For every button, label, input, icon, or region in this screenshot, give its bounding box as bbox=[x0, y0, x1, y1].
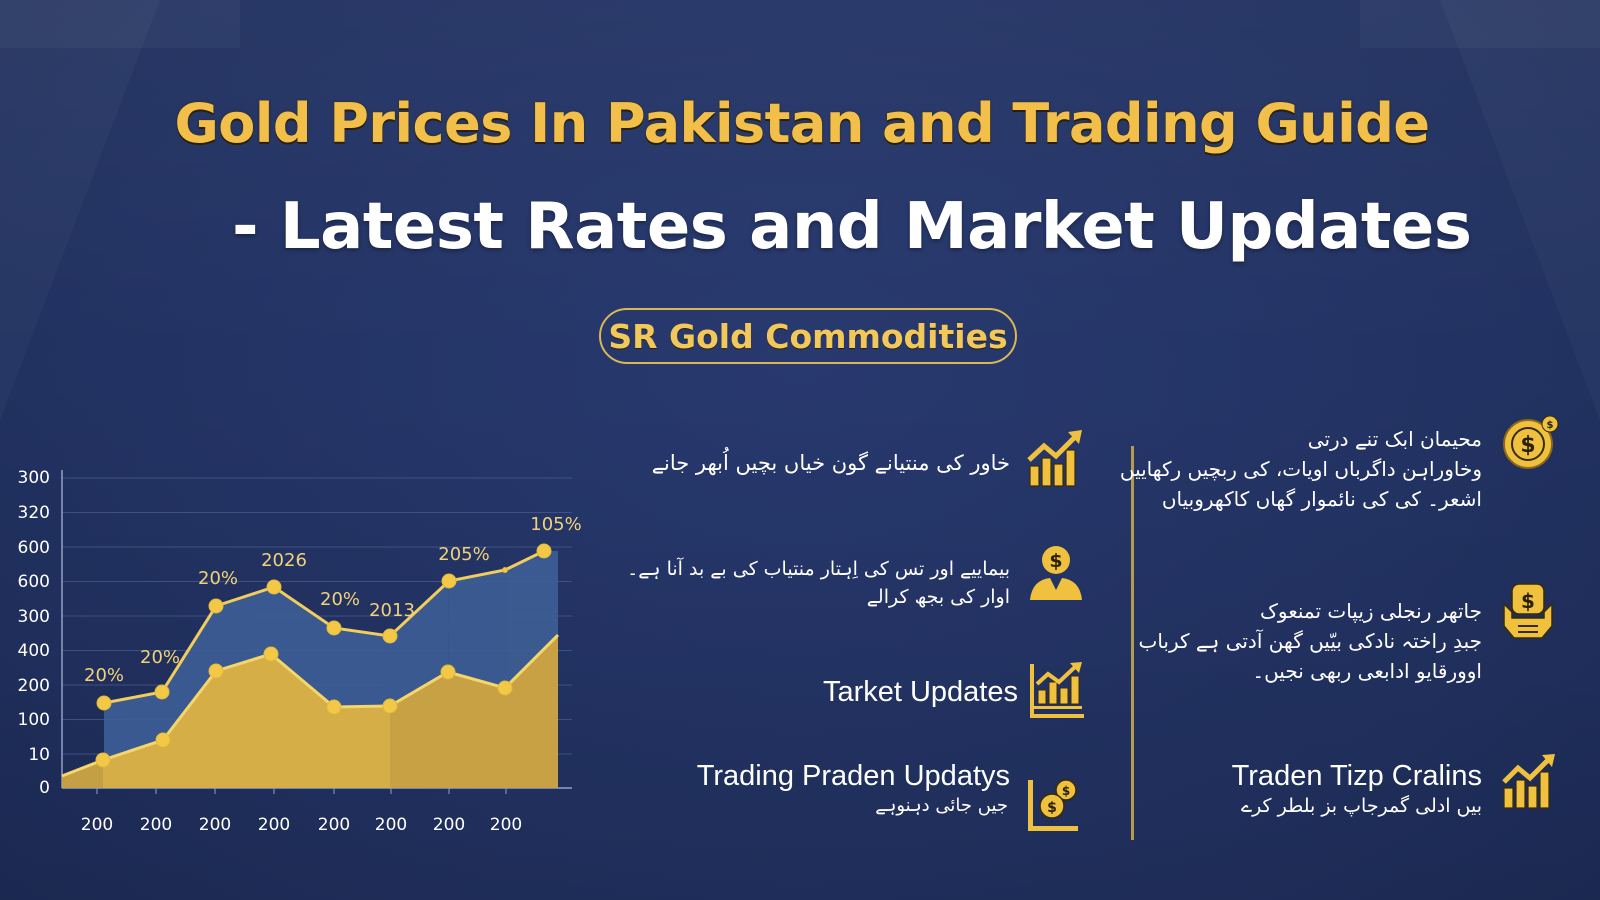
brand-label: SR Gold Commodities bbox=[608, 316, 1008, 356]
y-tick: 400 bbox=[17, 641, 50, 661]
point-label: 20% bbox=[197, 568, 239, 589]
chart-plot bbox=[61, 470, 572, 794]
right-item-2-text: جاتھر رنجلی زیپات تمنعوک جبدِ راختہ نادک… bbox=[1138, 599, 1483, 683]
svg-text:$: $ bbox=[1047, 800, 1057, 816]
lower-markers bbox=[95, 646, 513, 768]
svg-text:$: $ bbox=[1521, 589, 1535, 613]
x-tick: 200 bbox=[139, 815, 173, 835]
x-tick: 200 bbox=[198, 815, 232, 835]
y-tick: 600 bbox=[17, 538, 50, 558]
bar-chart-arrow-icon bbox=[1502, 754, 1555, 809]
svg-text:$: $ bbox=[1520, 433, 1535, 458]
lower-line bbox=[61, 633, 560, 778]
upper-markers bbox=[96, 543, 552, 711]
hand-dollar-icon: $ bbox=[1503, 583, 1553, 639]
blue-area bbox=[104, 551, 558, 760]
point-label: 205% bbox=[438, 544, 490, 565]
person-dollar-icon: $ bbox=[1030, 546, 1082, 600]
y-tick: 0 bbox=[39, 778, 50, 798]
x-tick: 200 bbox=[257, 815, 291, 835]
point-label: 2026 bbox=[261, 550, 307, 571]
middle-item-4: Trading Praden Updatys جیں جائی دہنوہے bbox=[696, 760, 1010, 816]
y-tick: 600 bbox=[17, 572, 50, 592]
y-tick: 300 bbox=[17, 468, 50, 488]
y-tick: 10 bbox=[28, 745, 50, 765]
svg-text:$: $ bbox=[1062, 784, 1070, 798]
point-label: 20% bbox=[139, 647, 181, 668]
chart-coins-icon: $ $ bbox=[1028, 779, 1078, 831]
y-tick: 300 bbox=[17, 607, 50, 627]
coin-dollar-icon: $ $ bbox=[1503, 415, 1559, 469]
point-label: 105% bbox=[530, 514, 582, 535]
column-divider bbox=[1131, 446, 1134, 840]
brand-badge: SR Gold Commodities bbox=[599, 308, 1017, 364]
x-tick: 200 bbox=[374, 815, 408, 835]
y-tick: 100 bbox=[17, 710, 50, 730]
page-title: Gold Prices In Pakistan and Trading Guid… bbox=[174, 92, 1430, 155]
middle-item-3: Tarket Updates bbox=[823, 676, 1018, 709]
svg-text:$: $ bbox=[1547, 420, 1554, 431]
point-label: 20% bbox=[83, 665, 125, 686]
trading-tips-heading: Traden Tizp Cralins bbox=[1231, 760, 1482, 792]
x-tick: 200 bbox=[432, 815, 466, 835]
chart-arrow-base-icon bbox=[1030, 662, 1084, 718]
market-updates-heading: Tarket Updates bbox=[822, 676, 1018, 708]
gold-area bbox=[62, 635, 558, 788]
page-subtitle: - Latest Rates and Market Updates bbox=[232, 190, 1472, 264]
middle-item-1-text: خاور کی منتیانے گون خیاں بچیں اُبھر جانے bbox=[651, 451, 1010, 475]
y-tick: 320 bbox=[17, 503, 50, 523]
bar-chart-arrow-icon bbox=[1027, 430, 1082, 487]
trading-updates-heading: Trading Praden Updatys bbox=[696, 760, 1010, 792]
middle-item-2-text: بیماییے اور تس کی اِہتار منتیاب کی بے بد… bbox=[627, 558, 1010, 608]
point-label: 2013 bbox=[369, 600, 415, 621]
x-tick: 200 bbox=[489, 815, 523, 835]
point-label: 20% bbox=[319, 589, 361, 610]
x-tick: 200 bbox=[317, 815, 351, 835]
svg-text:$: $ bbox=[1049, 550, 1062, 572]
gold-price-chart: 300 320 600 600 300 400 200 100 10 0 200… bbox=[0, 460, 590, 840]
right-item-1-text: محیمان ابک تنے درتی وخاوراہن داگرباں اوی… bbox=[1119, 427, 1482, 511]
y-tick: 200 bbox=[17, 676, 50, 696]
x-tick: 200 bbox=[80, 815, 114, 835]
right-item-3: Traden Tizp Cralins بیں ادلی گمرجاپ بز ب… bbox=[1231, 760, 1482, 817]
